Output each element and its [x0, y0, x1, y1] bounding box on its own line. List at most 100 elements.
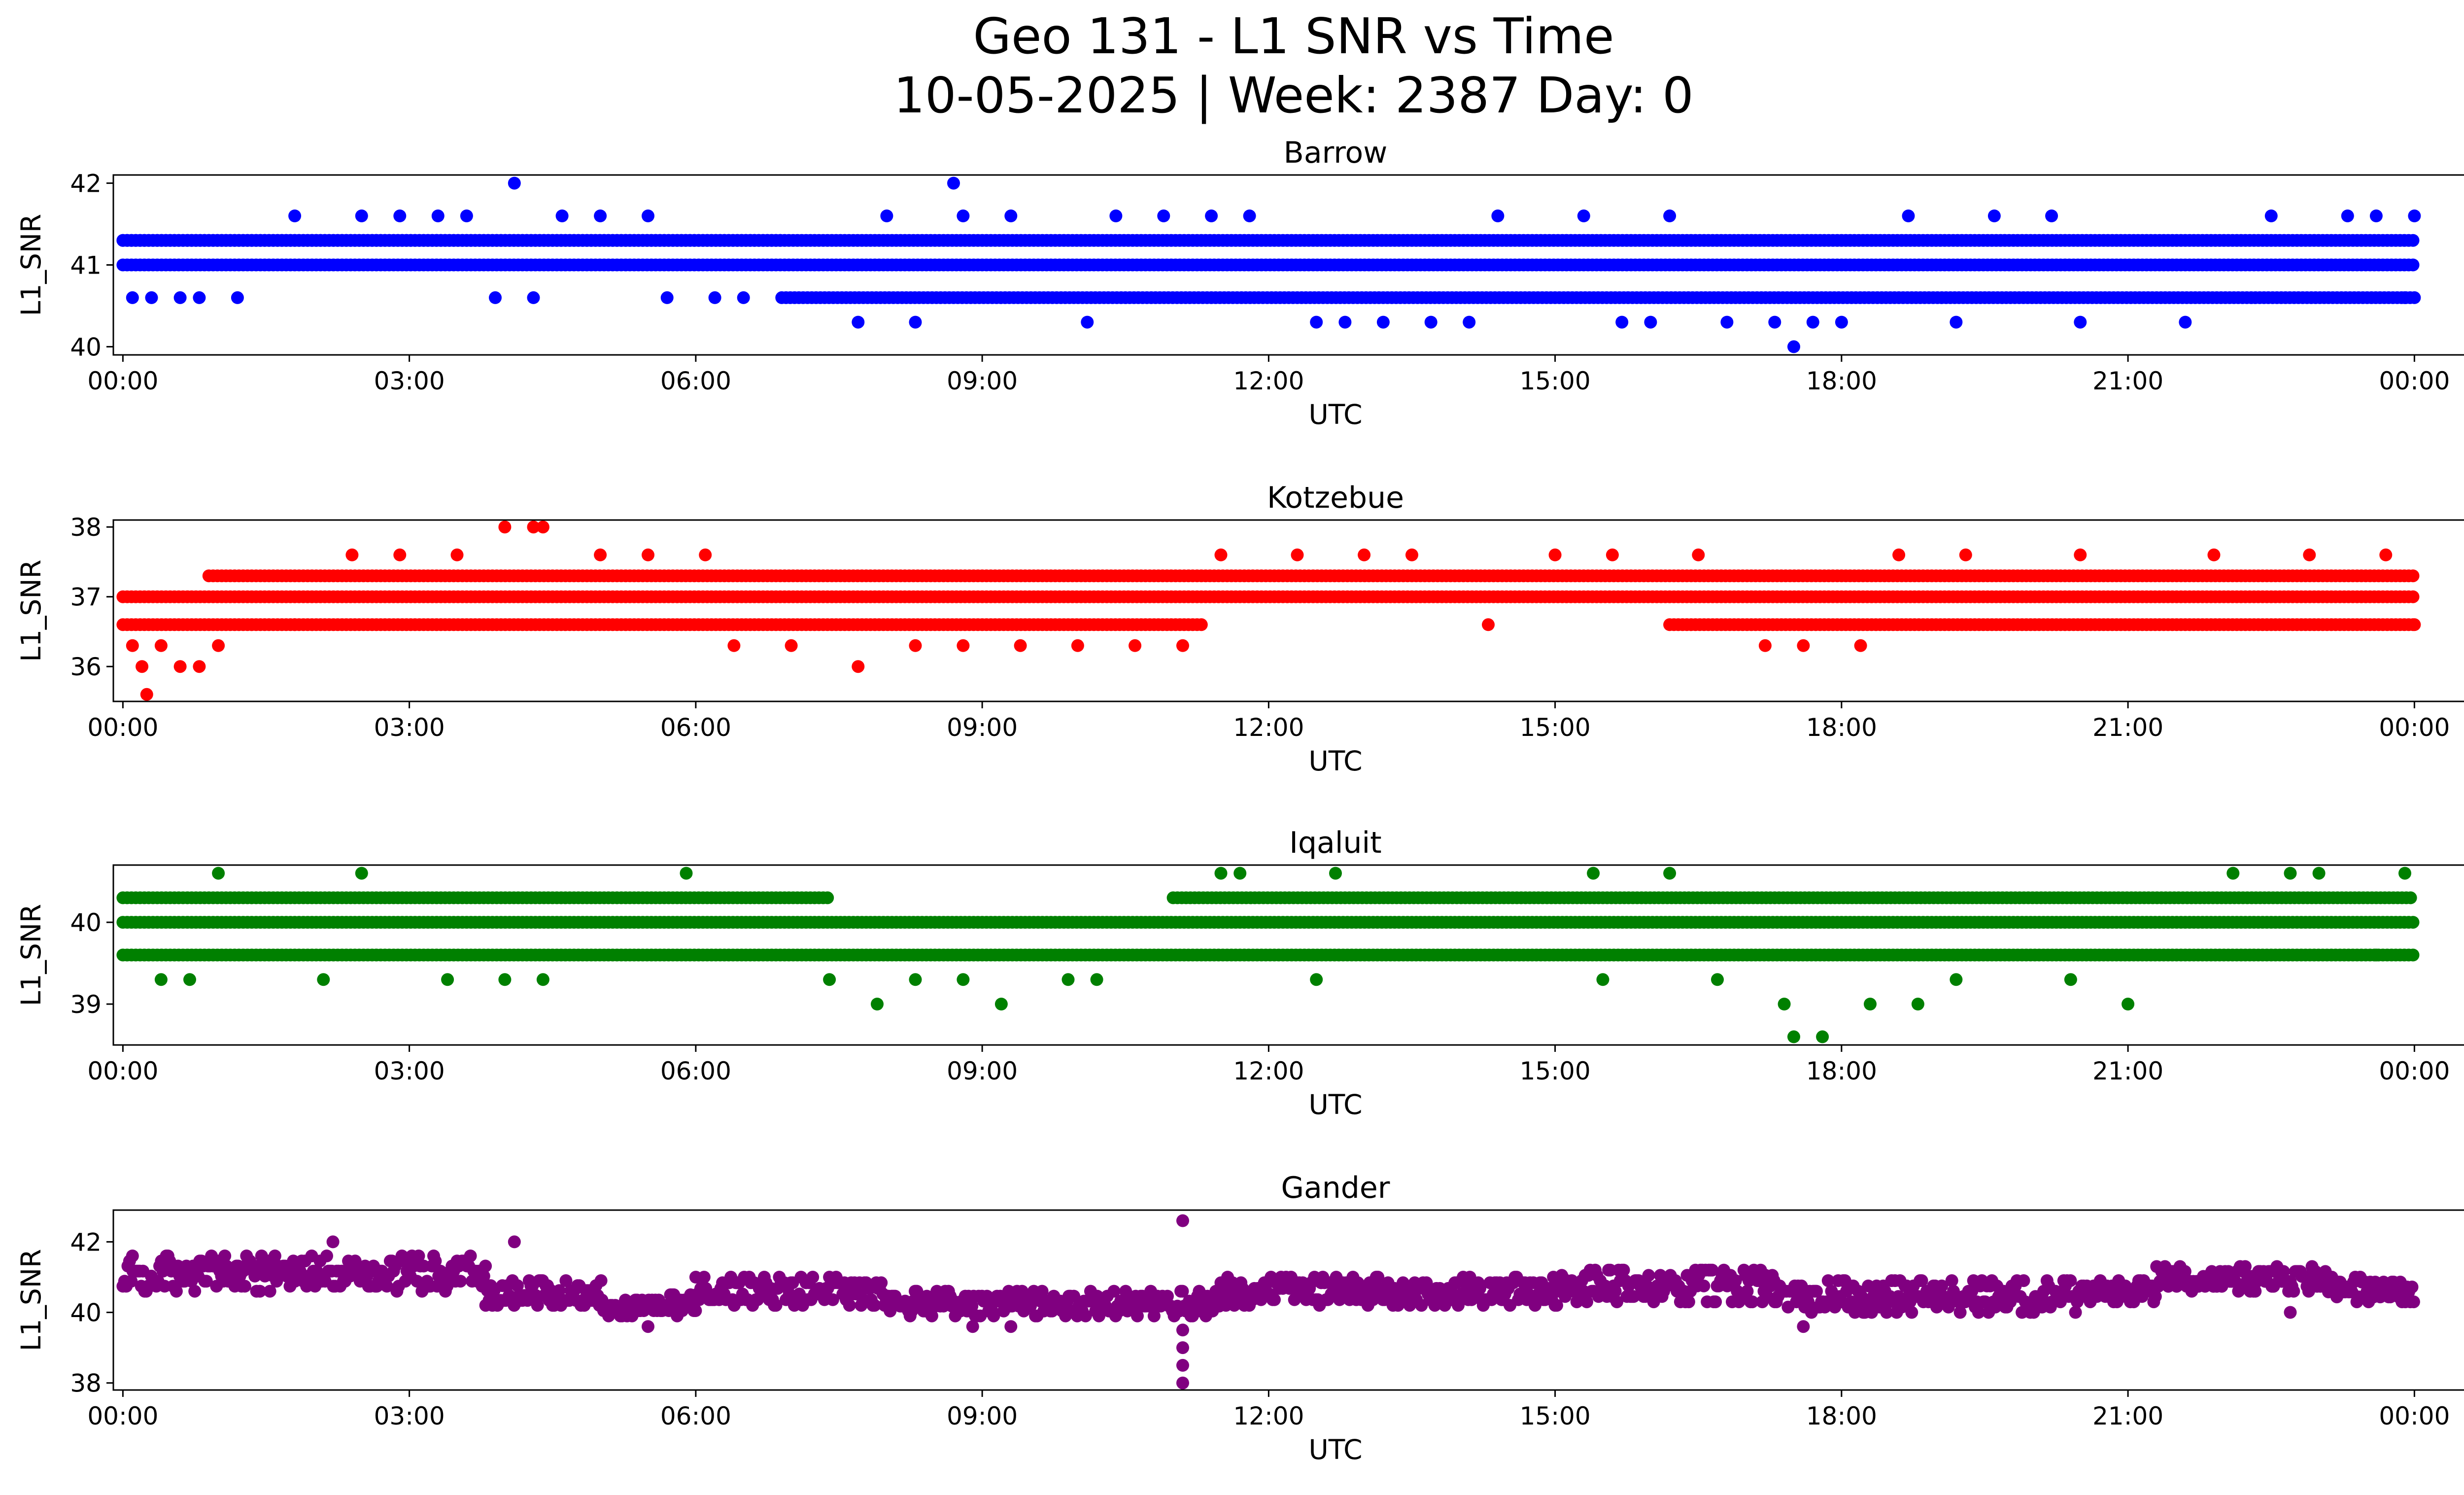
data-point [2398, 291, 2411, 304]
data-point [1720, 315, 1734, 329]
x-tick-label: 15:00 [1520, 367, 1591, 395]
x-tick-label: 06:00 [660, 713, 731, 742]
data-point [642, 548, 654, 561]
x-tick-label: 00:00 [2379, 367, 2450, 395]
data-point [1424, 315, 1437, 329]
data-point [1491, 209, 1505, 222]
x-tick-label: 21:00 [2092, 713, 2163, 742]
data-point [1864, 998, 1877, 1010]
data-point [1797, 639, 1810, 652]
data-point [1338, 315, 1352, 329]
x-tick-label: 09:00 [947, 713, 1018, 742]
x-tick-label: 00:00 [2379, 1057, 2450, 1085]
data-point [355, 867, 368, 880]
data-point [393, 209, 407, 222]
data-point [2303, 548, 2316, 561]
data-point [2369, 209, 2383, 222]
data-point [1329, 867, 1342, 880]
data-point [431, 209, 445, 222]
y-tick-label: 41 [70, 251, 102, 280]
data-point [2408, 618, 2421, 631]
data-point [957, 209, 970, 222]
data-point [1806, 315, 1819, 329]
data-point [1214, 867, 1228, 880]
y-tick-label: 36 [70, 653, 102, 681]
data-point [1081, 315, 1094, 329]
data-point [947, 176, 960, 190]
data-point [173, 291, 187, 304]
data-point [2122, 998, 2135, 1010]
data-point [355, 209, 368, 222]
x-tick-label: 00:00 [87, 713, 158, 742]
data-point [1663, 867, 1677, 880]
data-point [1816, 1030, 1829, 1043]
data-point [1014, 639, 1027, 652]
data-point [188, 1285, 202, 1298]
data-point [1310, 315, 1323, 329]
data-point [1310, 973, 1323, 986]
data-point [2404, 891, 2417, 904]
data-point [1778, 998, 1791, 1010]
y-axis-label: L1_SNR [15, 559, 47, 661]
data-point [1959, 548, 1972, 561]
x-axis-label: UTC [1308, 399, 1362, 430]
data-point [1615, 315, 1629, 329]
data-point [393, 548, 407, 561]
data-point [1596, 973, 1609, 986]
data-point [774, 234, 787, 247]
y-tick-label: 37 [70, 583, 102, 612]
data-point [1291, 548, 1304, 561]
data-point [2226, 867, 2240, 880]
figure-title-line1: Geo 131 - L1 SNR vs Time [973, 7, 1614, 65]
data-point [1004, 209, 1018, 222]
data-point [345, 548, 359, 561]
data-point [441, 973, 454, 986]
x-axis-label: UTC [1308, 1089, 1362, 1120]
x-tick-label: 21:00 [2092, 1057, 2163, 1085]
data-point [489, 291, 502, 304]
data-point [460, 209, 473, 222]
data-point [2406, 590, 2420, 603]
data-point [527, 291, 540, 304]
data-point [1768, 315, 1781, 329]
x-tick-label: 06:00 [660, 1057, 731, 1085]
data-point [1711, 973, 1724, 986]
data-point [1061, 973, 1075, 986]
data-point [126, 291, 139, 304]
data-point [1376, 315, 1390, 329]
x-tick-label: 00:00 [2379, 713, 2450, 742]
data-point [2408, 209, 2421, 222]
data-point [1405, 548, 1418, 561]
subplot-title-gander: Gander [1281, 1171, 1390, 1205]
data-point [1243, 209, 1256, 222]
data-point [1358, 548, 1371, 561]
data-point [2406, 569, 2420, 583]
data-point [699, 548, 712, 561]
data-point [154, 639, 168, 652]
data-point [320, 1250, 333, 1262]
data-point [821, 891, 834, 904]
data-point [498, 521, 512, 534]
data-point [193, 291, 206, 304]
data-point [498, 973, 512, 986]
data-point [154, 973, 168, 986]
data-point [852, 315, 865, 329]
data-point [212, 867, 225, 880]
series-barrow [116, 176, 2421, 353]
x-tick-label: 09:00 [947, 367, 1018, 395]
data-point [1090, 973, 1103, 986]
data-point [140, 688, 153, 701]
data-point [1587, 867, 1600, 880]
y-tick-label: 38 [70, 513, 102, 542]
data-point [2207, 548, 2221, 561]
data-point [238, 1280, 251, 1293]
data-point [2398, 867, 2411, 880]
data-point [880, 209, 893, 222]
data-point [1548, 548, 1562, 561]
data-point [2406, 916, 2420, 929]
data-point [1214, 548, 1228, 561]
data-point [1892, 548, 1906, 561]
